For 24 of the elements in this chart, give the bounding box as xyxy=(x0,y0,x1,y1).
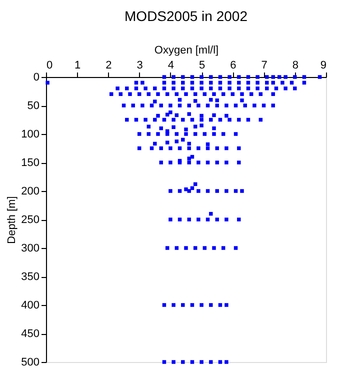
y-tick-label: 500 xyxy=(21,356,40,368)
x-tick-label: 3 xyxy=(136,60,143,72)
y-tick-label: 100 xyxy=(21,128,40,140)
y-tick-label: 250 xyxy=(21,214,40,226)
y-tick-label: 50 xyxy=(27,100,40,112)
y-tick-label: 0 xyxy=(33,72,40,84)
x-tick-label: 5 xyxy=(198,60,206,72)
x-tick-label: 8 xyxy=(292,60,298,72)
x-tick-label: 9 xyxy=(320,60,326,72)
x-axis-title: Oxygen [ml/l] xyxy=(154,44,219,56)
y-tick-label: 400 xyxy=(21,300,40,312)
x-tick-label: 0 xyxy=(46,60,53,72)
x-tick-label: 2 xyxy=(106,60,112,72)
y-tick-label: 450 xyxy=(21,328,40,340)
x-tick-label: 6 xyxy=(230,60,236,72)
y-tick-label: 200 xyxy=(21,186,40,198)
y-axis-title: Depth [m] xyxy=(6,196,18,244)
y-tick-label: 150 xyxy=(21,157,40,169)
chart-title: MODS2005 in 2002 xyxy=(124,8,248,24)
y-tick-label: 300 xyxy=(21,242,40,254)
x-tick-label: 1 xyxy=(74,60,81,72)
x-tick-label: 7 xyxy=(261,60,268,72)
y-tick-label: 350 xyxy=(21,271,40,283)
x-tick-label: 4 xyxy=(168,60,174,72)
